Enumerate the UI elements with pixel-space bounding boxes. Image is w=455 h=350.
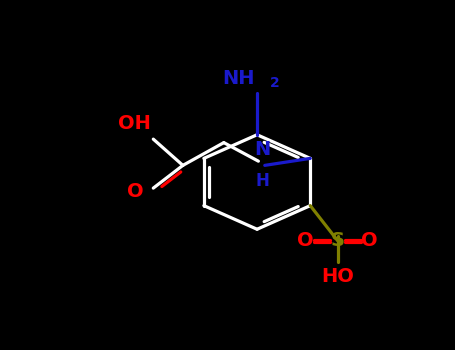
Text: H: H (256, 172, 269, 190)
Text: OH: OH (118, 114, 151, 133)
Text: HO: HO (321, 267, 354, 286)
Text: O: O (361, 231, 378, 250)
Text: O: O (126, 182, 143, 201)
Text: NH: NH (222, 69, 255, 88)
Text: 2: 2 (270, 76, 279, 90)
Text: O: O (298, 231, 314, 250)
Text: N: N (254, 140, 271, 159)
Text: S: S (331, 231, 344, 250)
